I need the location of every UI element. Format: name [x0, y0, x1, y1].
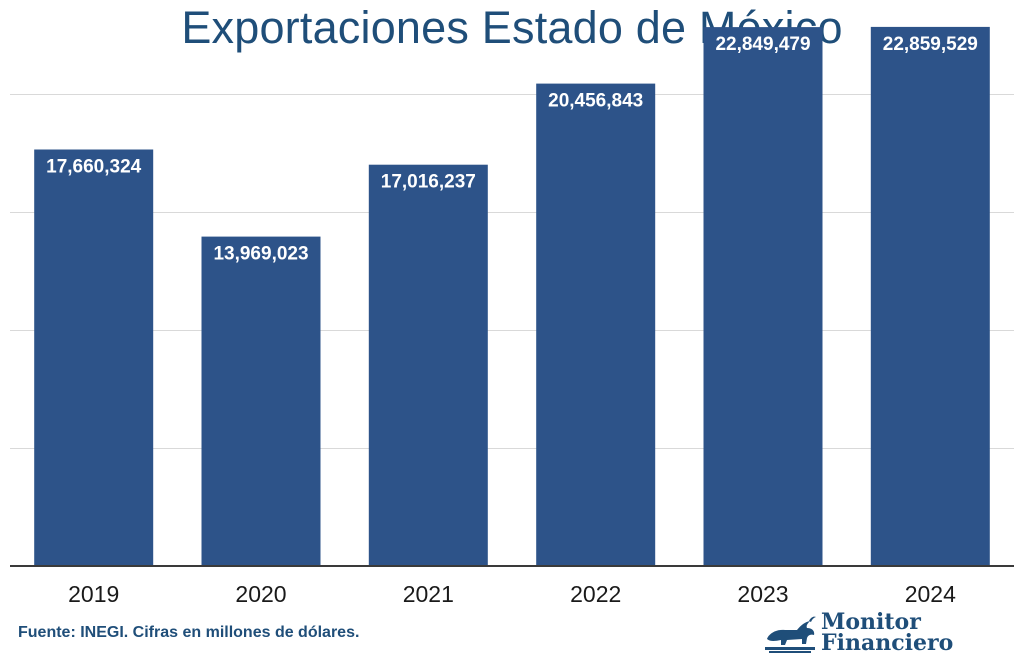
bars: [34, 26, 990, 567]
brand-name-line-1: Monitor: [821, 609, 921, 635]
bar-chart: 17,660,324 13,969,023 17,016,237 20,456,843…: [10, 26, 1014, 607]
data-label-2024: 22,859,529: [883, 34, 978, 55]
data-labels: 17,660,324 13,969,023 17,016,237 20,456,843…: [46, 34, 978, 265]
x-tick-label-2023: 2023: [737, 581, 788, 607]
data-label-2021: 17,016,237: [381, 172, 476, 193]
bar-2023: [703, 27, 823, 567]
data-label-2022: 20,456,843: [548, 91, 643, 112]
bar-2021: [368, 164, 488, 566]
brand-name-line-2: Financiero: [821, 630, 954, 656]
brand-logo: Monitor Financiero: [763, 611, 1013, 655]
source-note: Fuente: INEGI. Cifras en millones de dól…: [18, 624, 360, 641]
x-tick-label-2022: 2022: [570, 581, 621, 607]
x-tick-label-2021: 2021: [403, 581, 454, 607]
gridlines: [10, 94, 1014, 449]
data-label-2023: 22,849,479: [715, 34, 810, 55]
bar-2020: [201, 236, 321, 566]
x-axis-tick-labels: 2019 2020 2021 2022 2023 2024: [68, 581, 956, 607]
bar-2019: [34, 149, 154, 566]
bar-2024: [870, 26, 990, 566]
x-tick-label-2024: 2024: [905, 581, 956, 607]
x-tick-label-2020: 2020: [235, 581, 286, 607]
x-tick-label-2019: 2019: [68, 581, 119, 607]
data-label-2020: 13,969,023: [213, 244, 308, 265]
bull-icon: [765, 616, 816, 653]
bar-2022: [536, 83, 656, 566]
data-label-2019: 17,660,324: [46, 157, 142, 178]
